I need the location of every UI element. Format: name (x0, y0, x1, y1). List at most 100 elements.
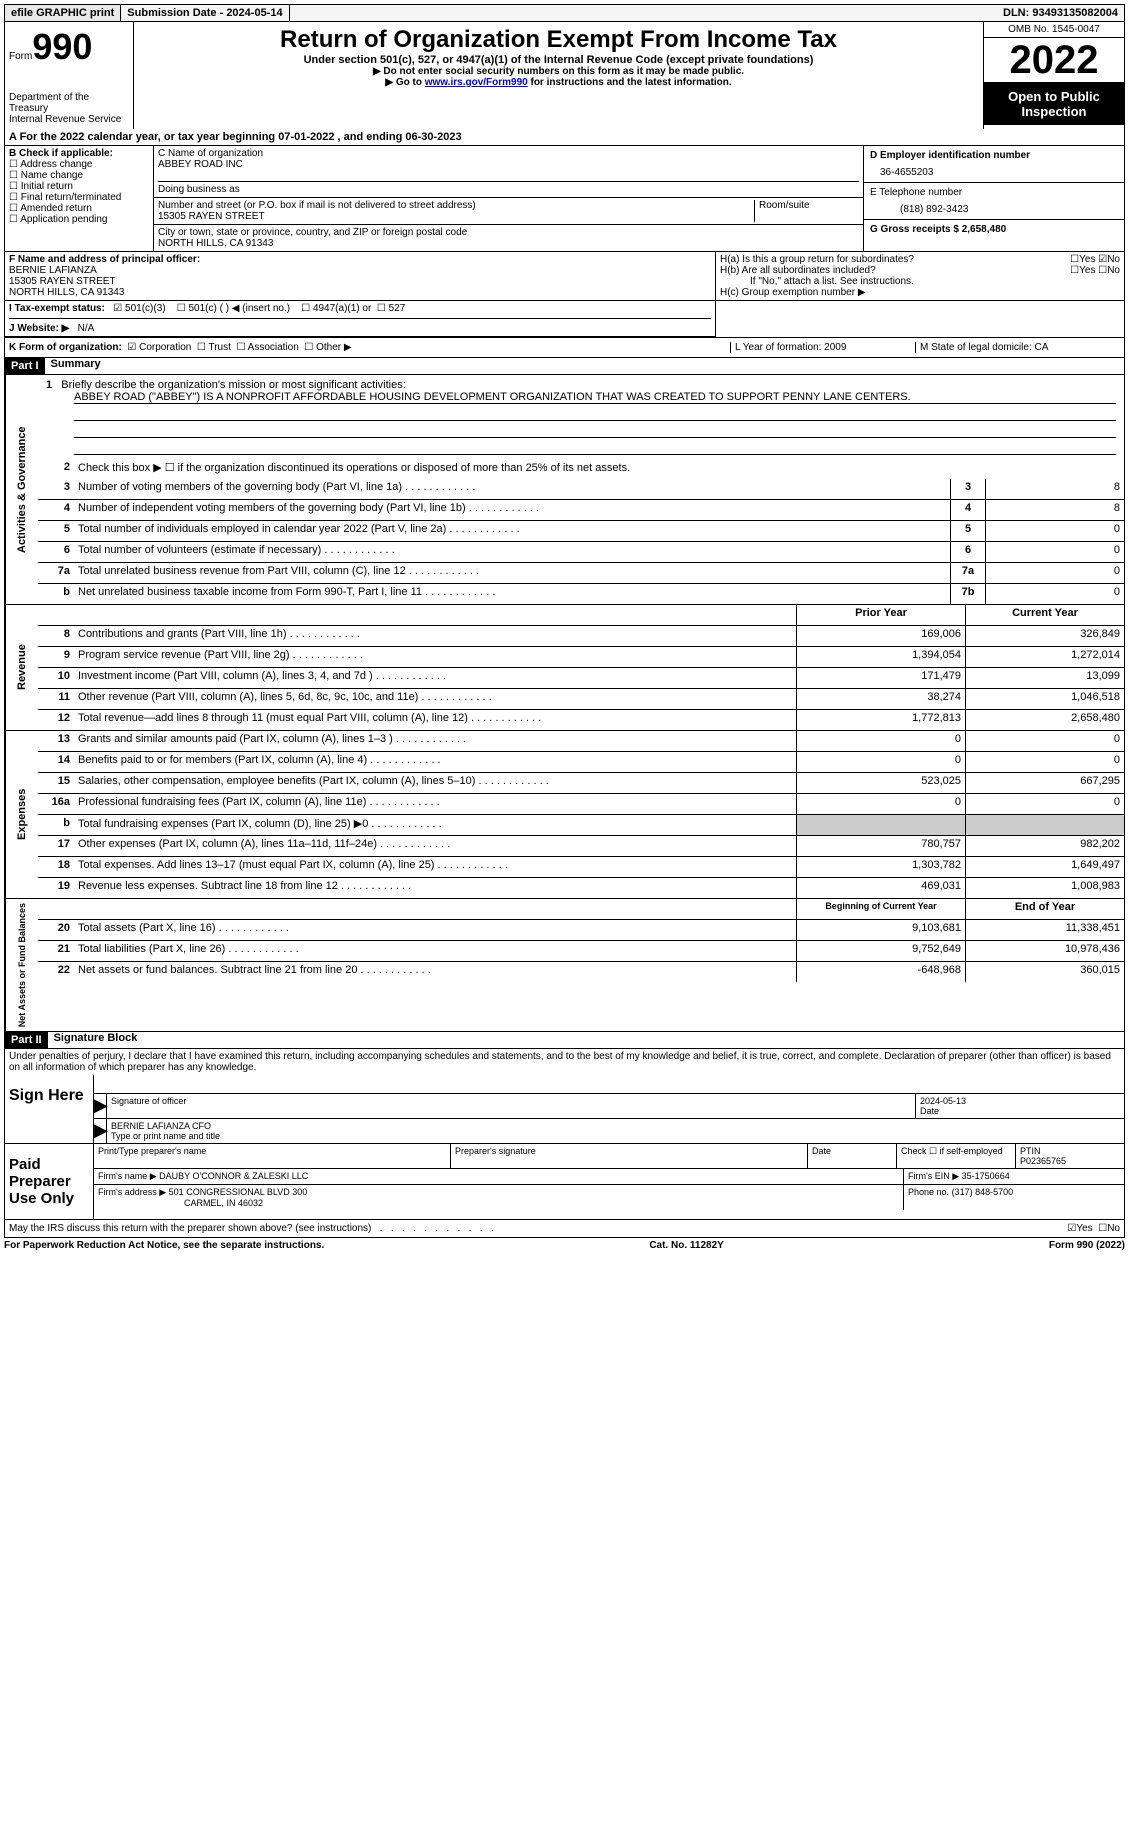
state-domicile: M State of legal domicile: CA (915, 342, 1120, 353)
hdr-end-year: End of Year (965, 899, 1124, 919)
tax-year: 2022 (984, 38, 1124, 83)
form-footer: Form 990 (2022) (1049, 1240, 1125, 1251)
hdr-begin-year: Beginning of Current Year (796, 899, 965, 919)
dept-treasury: Department of the Treasury (9, 92, 129, 114)
revenue-section: Revenue b Prior Year Current Year 8 Cont… (4, 605, 1125, 731)
city-state-zip: NORTH HILLS, CA 91343 (158, 238, 859, 249)
table-row: 21 Total liabilities (Part X, line 26) 9… (38, 941, 1124, 962)
section-bcd: B Check if applicable: ☐ Address change … (4, 146, 1125, 252)
omb-number: OMB No. 1545-0047 (984, 22, 1124, 38)
table-row: 4 Number of independent voting members o… (38, 500, 1124, 521)
firm-address: 501 CONGRESSIONAL BLVD 300 (169, 1187, 308, 1197)
perjury-declaration: Under penalties of perjury, I declare th… (4, 1049, 1125, 1075)
table-row: 5 Total number of individuals employed i… (38, 521, 1124, 542)
paid-preparer-label: Paid Preparer Use Only (5, 1144, 94, 1219)
table-row: 17 Other expenses (Part IX, column (A), … (38, 836, 1124, 857)
row-klm: K Form of organization: ☑ Corporation ☐ … (4, 338, 1125, 358)
table-row: 20 Total assets (Part X, line 16) 9,103,… (38, 920, 1124, 941)
table-row: 11 Other revenue (Part VIII, column (A),… (38, 689, 1124, 710)
table-row: 12 Total revenue—add lines 8 through 11 … (38, 710, 1124, 730)
prep-name-label: Print/Type preparer's name (94, 1144, 451, 1168)
ein-label: D Employer identification number (870, 150, 1030, 161)
table-row: 15 Salaries, other compensation, employe… (38, 773, 1124, 794)
chk-name-change[interactable]: ☐ Name change (9, 170, 149, 181)
vtab-expenses: Expenses (5, 731, 38, 898)
form-subtitle: Under section 501(c), 527, or 4947(a)(1)… (138, 54, 979, 66)
room-suite-label: Room/suite (754, 200, 859, 222)
irs-link[interactable]: www.irs.gov/Form990 (425, 77, 528, 88)
table-row: 19 Revenue less expenses. Subtract line … (38, 878, 1124, 898)
hb-note: If "No," attach a list. See instructions… (720, 276, 1120, 287)
org-name-label: C Name of organization (158, 148, 859, 159)
hdr-prior-year: Prior Year (796, 605, 965, 625)
firm-city: CARMEL, IN 46032 (98, 1198, 263, 1208)
row-ij: I Tax-exempt status: ☑ 501(c)(3) ☐ 501(c… (4, 301, 1125, 338)
paperwork-notice: For Paperwork Reduction Act Notice, see … (4, 1240, 324, 1251)
line2-discontinue: Check this box ▶ ☐ if the organization d… (74, 459, 1124, 479)
cat-no: Cat. No. 11282Y (649, 1240, 723, 1251)
chk-initial-return[interactable]: ☐ Initial return (9, 181, 149, 192)
table-row: b Total fundraising expenses (Part IX, c… (38, 815, 1124, 836)
hc-label: H(c) Group exemption number ▶ (720, 287, 1120, 298)
sig-date: 2024-05-13 (920, 1096, 1120, 1106)
chk-app-pending[interactable]: ☐ Application pending (9, 214, 149, 225)
check-self-employed[interactable]: Check ☐ if self-employed (897, 1144, 1016, 1168)
prep-sig-label: Preparer's signature (451, 1144, 808, 1168)
form-header: Form 990 Department of the Treasury Inte… (4, 22, 1125, 129)
year-formation: L Year of formation: 2009 (730, 342, 915, 353)
table-row: 7a Total unrelated business revenue from… (38, 563, 1124, 584)
table-row: 14 Benefits paid to or for members (Part… (38, 752, 1124, 773)
ssn-note: ▶ Do not enter social security numbers o… (138, 66, 979, 77)
table-row: b Net unrelated business taxable income … (38, 584, 1124, 604)
dln: DLN: 93493135082004 (997, 5, 1124, 21)
officer-name: BERNIE LAFIANZA (9, 265, 97, 276)
mission-label: Briefly describe the organization's miss… (61, 379, 405, 391)
officer-label: F Name and address of principal officer: (9, 254, 200, 265)
sig-officer-label: Signature of officer (106, 1094, 915, 1118)
chk-amended[interactable]: ☐ Amended return (9, 203, 149, 214)
vtab-activities: Activities & Governance (5, 375, 38, 604)
firm-ein: 35-1750664 (962, 1171, 1010, 1181)
form-label: Form (9, 51, 32, 62)
table-row: 6 Total number of volunteers (estimate i… (38, 542, 1124, 563)
org-name: ABBEY ROAD INC (158, 159, 859, 170)
mission-text: ABBEY ROAD ("ABBEY") IS A NONPROFIT AFFO… (74, 391, 1116, 404)
table-row: 8 Contributions and grants (Part VIII, l… (38, 626, 1124, 647)
website-label: J Website: ▶ (9, 323, 69, 334)
chk-address-change[interactable]: ☐ Address change (9, 159, 149, 170)
vtab-net-assets: Net Assets or Fund Balances (5, 899, 38, 1031)
prep-date-label: Date (808, 1144, 897, 1168)
form-org-label: K Form of organization: (9, 342, 122, 353)
officer-addr2: NORTH HILLS, CA 91343 (9, 287, 124, 298)
ein-value: 36-4655203 (870, 161, 1118, 178)
tel-label: E Telephone number (870, 187, 1118, 198)
expenses-section: Expenses 13 Grants and similar amounts p… (4, 731, 1125, 899)
top-bar: efile GRAPHIC print Submission Date - 20… (4, 4, 1125, 22)
chk-final-return[interactable]: ☐ Final return/terminated (9, 192, 149, 203)
tax-status-label: I Tax-exempt status: (9, 303, 105, 314)
form-number: 990 (32, 26, 92, 68)
tel-value: (818) 892-3423 (870, 198, 1118, 215)
part2-header: Part II Signature Block (4, 1032, 1125, 1049)
row-fh: F Name and address of principal officer:… (4, 252, 1125, 301)
table-row: 16a Professional fundraising fees (Part … (38, 794, 1124, 815)
street-address: 15305 RAYEN STREET (158, 211, 754, 222)
ptin-value: P02365765 (1020, 1156, 1066, 1166)
addr-label: Number and street (or P.O. box if mail i… (158, 200, 754, 211)
form-title: Return of Organization Exempt From Incom… (138, 26, 979, 54)
hdr-current-year: Current Year (965, 605, 1124, 625)
gross-receipts: G Gross receipts $ 2,658,480 (870, 224, 1006, 235)
table-row: 22 Net assets or fund balances. Subtract… (38, 962, 1124, 982)
discuss-label: May the IRS discuss this return with the… (9, 1223, 494, 1234)
irs-label: Internal Revenue Service (9, 114, 129, 125)
part1-header: Part I Summary (4, 358, 1125, 375)
table-row: 3 Number of voting members of the govern… (38, 479, 1124, 500)
table-row: 13 Grants and similar amounts paid (Part… (38, 731, 1124, 752)
dba-label: Doing business as (158, 181, 859, 195)
vtab-revenue: Revenue (5, 605, 38, 730)
col-b-label: B Check if applicable: (9, 148, 113, 159)
table-row: 9 Program service revenue (Part VIII, li… (38, 647, 1124, 668)
efile-print-button[interactable]: efile GRAPHIC print (5, 5, 121, 21)
officer-name-title: BERNIE LAFIANZA CFO (111, 1121, 1120, 1131)
open-to-inspection: Open to Public Inspection (984, 83, 1124, 125)
